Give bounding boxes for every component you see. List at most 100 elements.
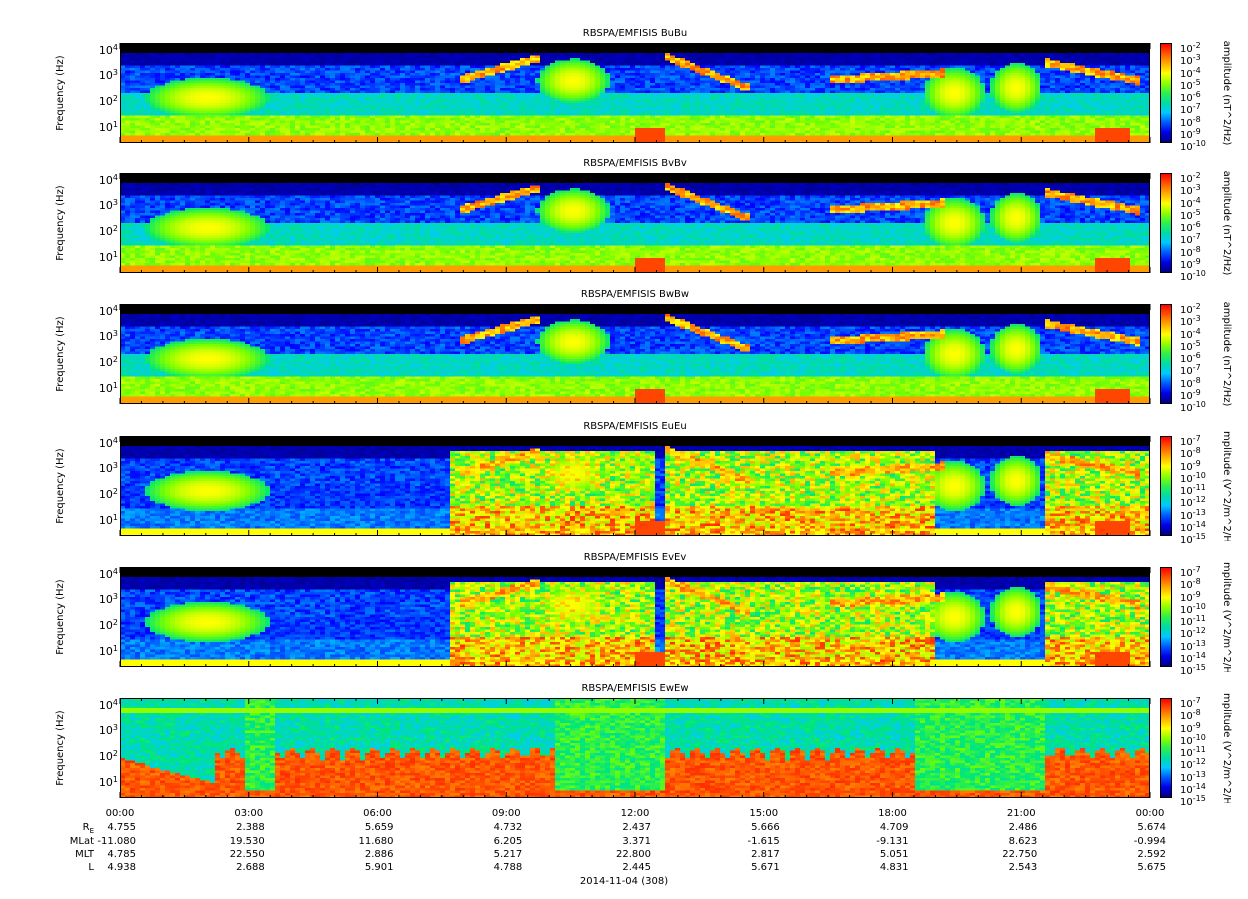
- spectrogram-panel: RBSPA/EMFISIS EwEw Frequency (Hz) 104 103 10…: [0, 655, 1248, 808]
- y-tick-label: 103: [99, 67, 118, 82]
- colorbar-tick-label: 10-12: [1180, 756, 1206, 771]
- colorbar-tick-label: 10-7: [1180, 231, 1201, 246]
- colorbar-tick-label: 10-5: [1180, 338, 1201, 353]
- colorbar-tick-label: 10-7: [1180, 433, 1201, 448]
- spectrogram-image: [120, 698, 1150, 798]
- colorbar-tick-label: 10-15: [1180, 531, 1206, 546]
- colorbar-tick-label: 10-10: [1180, 399, 1206, 414]
- colorbar: [1160, 436, 1172, 536]
- y-tick-label: 102: [99, 93, 118, 108]
- colorbar-tick-label: 10-2: [1180, 40, 1201, 55]
- y-tick-label: 104: [99, 566, 118, 581]
- y-tick-label: 104: [99, 697, 118, 712]
- y-tick-label: 104: [99, 172, 118, 187]
- colorbar-tick-label: 10-13: [1180, 638, 1206, 653]
- y-tick-label: 103: [99, 722, 118, 737]
- panel-title: RBSPA/EMFISIS EwEw: [120, 683, 1150, 694]
- colorbar-tick-label: 10-10: [1180, 138, 1206, 153]
- colorbar-tick-label: 10-8: [1180, 375, 1201, 390]
- colorbar-tick-label: 10-8: [1180, 707, 1201, 722]
- colorbar: [1160, 43, 1172, 143]
- spectrogram-panel: RBSPA/EMFISIS BwBw Frequency (Hz) 104 103 10…: [0, 261, 1248, 414]
- colorbar-tick-label: 10-11: [1180, 482, 1206, 497]
- y-tick-label: 103: [99, 591, 118, 606]
- y-tick-label: 103: [99, 460, 118, 475]
- y-tick-label: 102: [99, 617, 118, 632]
- y-tick-label: 103: [99, 197, 118, 212]
- colorbar-tick-label: 10-7: [1180, 695, 1201, 710]
- colorbar-tick-label: 10-9: [1180, 387, 1201, 402]
- colorbar-tick-label: 10-4: [1180, 65, 1201, 80]
- spectrogram-panel: RBSPA/EMFISIS EuEu Frequency (Hz) 104 103 10…: [0, 393, 1248, 546]
- spectrogram-panel: RBSPA/EMFISIS BuBu Frequency (Hz) 104 103 10…: [0, 0, 1248, 153]
- colorbar-tick-label: 10-14: [1180, 781, 1206, 796]
- panel-title: RBSPA/EMFISIS BwBw: [120, 289, 1150, 300]
- spectrogram-image: [120, 43, 1150, 143]
- colorbar-tick-label: 10-7: [1180, 564, 1201, 579]
- colorbar-tick-label: 10-12: [1180, 494, 1206, 509]
- colorbar-tick-label: 10-4: [1180, 195, 1201, 210]
- colorbar-tick-label: 10-6: [1180, 350, 1201, 365]
- colorbar-tick-label: 10-13: [1180, 507, 1206, 522]
- colorbar-tick-label: 10-7: [1180, 101, 1201, 116]
- spectrogram-image: [120, 567, 1150, 667]
- colorbar-tick-label: 10-8: [1180, 114, 1201, 129]
- y-tick-label: 102: [99, 354, 118, 369]
- colorbar-tick-label: 10-12: [1180, 625, 1206, 640]
- colorbar-tick-label: 10-5: [1180, 77, 1201, 92]
- colorbar-tick-label: 10-8: [1180, 576, 1201, 591]
- colorbar-tick-label: 10-10: [1180, 601, 1206, 616]
- y-tick-label: 102: [99, 223, 118, 238]
- colorbar: [1160, 304, 1172, 404]
- y-tick-label: 103: [99, 328, 118, 343]
- y-tick-label: 101: [99, 380, 118, 395]
- y-tick-label: 101: [99, 643, 118, 658]
- colorbar: [1160, 698, 1172, 798]
- spectrogram-panel: RBSPA/EMFISIS EvEv Frequency (Hz) 104 103 10…: [0, 524, 1248, 677]
- panel-title: RBSPA/EMFISIS BvBv: [120, 158, 1150, 169]
- y-tick-label: 104: [99, 435, 118, 450]
- colorbar-tick-label: 10-2: [1180, 170, 1201, 185]
- colorbar-tick-label: 10-7: [1180, 362, 1201, 377]
- colorbar-tick-label: 10-8: [1180, 244, 1201, 259]
- y-tick-label: 101: [99, 249, 118, 264]
- colorbar-tick-label: 10-9: [1180, 589, 1201, 604]
- colorbar: [1160, 567, 1172, 667]
- y-tick-label: 102: [99, 486, 118, 501]
- colorbar-tick-label: 10-11: [1180, 744, 1206, 759]
- panel-title: RBSPA/EMFISIS EvEv: [120, 552, 1150, 563]
- colorbar-tick-label: 10-10: [1180, 732, 1206, 747]
- colorbar-tick-label: 10-15: [1180, 662, 1206, 677]
- colorbar-tick-label: 10-9: [1180, 256, 1201, 271]
- colorbar-tick-label: 10-8: [1180, 445, 1201, 460]
- spectrogram-image: [120, 304, 1150, 404]
- colorbar-tick-label: 10-14: [1180, 519, 1206, 534]
- colorbar-tick-label: 10-15: [1180, 793, 1206, 808]
- y-tick-label: 101: [99, 119, 118, 134]
- colorbar-tick-label: 10-11: [1180, 613, 1206, 628]
- colorbar-tick-label: 10-10: [1180, 470, 1206, 485]
- panel-title: RBSPA/EMFISIS EuEu: [120, 421, 1150, 432]
- colorbar-tick-label: 10-5: [1180, 207, 1201, 222]
- colorbar-tick-label: 10-6: [1180, 89, 1201, 104]
- colorbar-tick-label: 10-3: [1180, 313, 1201, 328]
- colorbar-tick-label: 10-9: [1180, 458, 1201, 473]
- y-tick-label: 104: [99, 42, 118, 57]
- y-tick-label: 102: [99, 748, 118, 763]
- colorbar-tick-label: 10-9: [1180, 720, 1201, 735]
- colorbar-tick-label: 10-6: [1180, 219, 1201, 234]
- colorbar-tick-label: 10-9: [1180, 126, 1201, 141]
- spectrogram-image: [120, 173, 1150, 273]
- colorbar-tick-label: 10-14: [1180, 650, 1206, 665]
- colorbar-tick-label: 10-3: [1180, 52, 1201, 67]
- colorbar-tick-label: 10-13: [1180, 769, 1206, 784]
- colorbar: [1160, 173, 1172, 273]
- y-tick-label: 101: [99, 512, 118, 527]
- colorbar-tick-label: 10-2: [1180, 301, 1201, 316]
- colorbar-tick-label: 10-3: [1180, 182, 1201, 197]
- y-tick-label: 104: [99, 303, 118, 318]
- y-tick-label: 101: [99, 774, 118, 789]
- colorbar-tick-label: 10-10: [1180, 268, 1206, 283]
- spectrogram-image: [120, 436, 1150, 536]
